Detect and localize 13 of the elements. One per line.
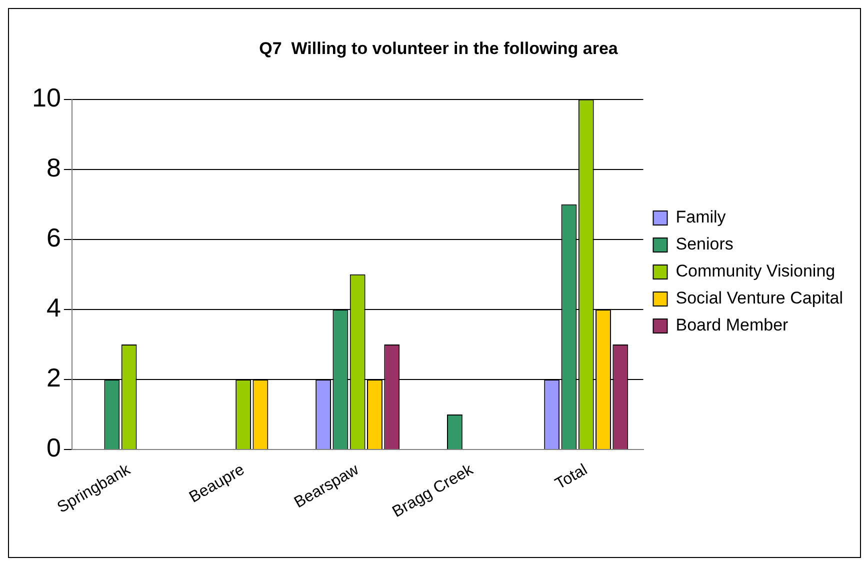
y-tick-label: 0 — [46, 432, 61, 463]
legend-label: Family — [676, 208, 726, 227]
x-tick-label: Total — [552, 461, 590, 493]
chart-title: Q7 Willing to volunteer in the following area — [259, 38, 618, 58]
legend-label: Social Venture Capital — [676, 288, 844, 308]
y-tick-label: 4 — [46, 292, 61, 323]
legend-label: Community Visioning — [676, 262, 836, 281]
legend-label: Board Member — [676, 316, 789, 335]
legend-label: Seniors — [676, 234, 734, 254]
y-tick-label: 2 — [46, 362, 61, 393]
y-tick-label: 6 — [46, 222, 61, 253]
y-tick-label: 10 — [32, 82, 61, 113]
y-tick-label: 8 — [46, 152, 61, 183]
